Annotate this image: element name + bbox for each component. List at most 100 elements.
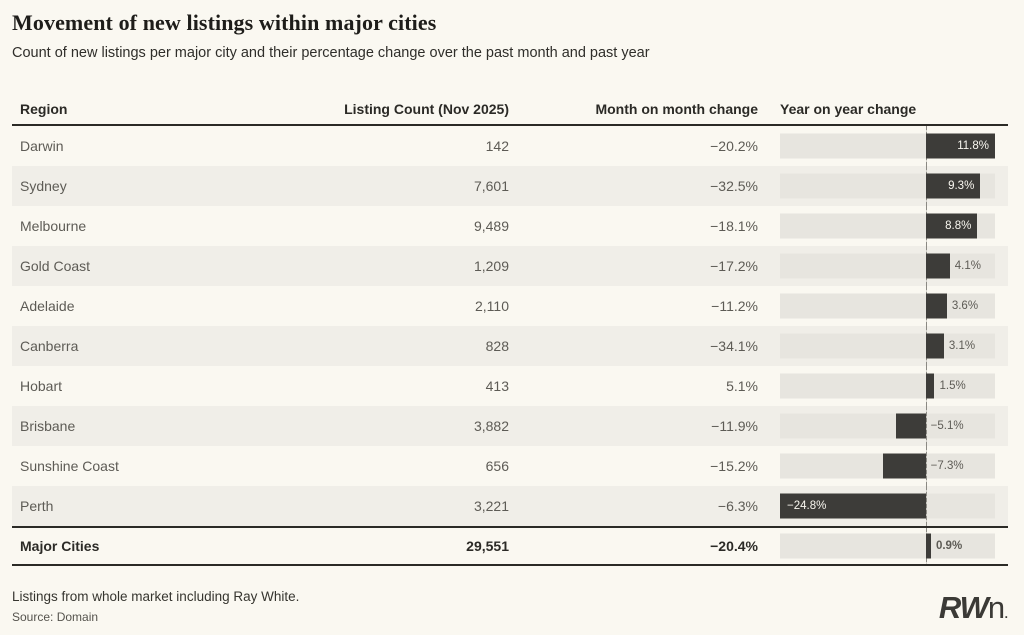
listing-count-cell: 9,489	[473, 218, 509, 234]
table-row: Canberra 828 −34.1% 3.1%	[12, 326, 1008, 366]
yoy-bar-cell: −5.1%	[758, 406, 1008, 446]
table-row: Sydney 7,601 −32.5% 9.3%	[12, 166, 1008, 206]
yoy-bar-value: 1.5%	[939, 380, 966, 392]
month-change-cell: −18.1%	[710, 218, 758, 234]
yoy-bar-value: 8.8%	[945, 220, 972, 232]
month-change-cell: −11.2%	[711, 298, 758, 314]
month-change-cell: −15.2%	[710, 458, 758, 474]
yoy-bar-cell: 0.9%	[758, 528, 1008, 564]
table-rows: Darwin 142 −20.2% 11.8% Sydney 7,601 −32.5% 9.3…	[12, 126, 1008, 566]
yoy-bar	[780, 493, 926, 519]
yoy-bar-value: 3.1%	[948, 340, 976, 352]
month-change-cell: −6.3%	[717, 498, 758, 514]
table-row: Hobart 413 5.1% 1.5%	[12, 366, 1008, 406]
column-header-month-change: Month on month change	[595, 101, 758, 117]
total-row: Major Cities 29,551 −20.4% 0.9%	[12, 526, 1008, 566]
yoy-bar-cell: 3.6%	[758, 286, 1008, 326]
yoy-bar	[925, 533, 931, 559]
yoy-bar	[925, 253, 950, 279]
yoy-bar-track	[780, 533, 995, 559]
yoy-bar-value: 4.1%	[954, 260, 981, 272]
table-row: Sunshine Coast 656 −15.2% −7.3%	[12, 446, 1008, 486]
month-change-cell: −11.9%	[711, 418, 758, 434]
footnote-text: Listings from whole market including Ray…	[12, 589, 300, 604]
yoy-bar-value: 3.6%	[951, 300, 979, 312]
region-cell: Darwin	[20, 138, 64, 154]
yoy-bar-value: 0.9%	[935, 540, 963, 552]
yoy-bar	[925, 293, 947, 319]
region-cell: Hobart	[20, 378, 63, 394]
column-header-year-change: Year on year change	[780, 101, 917, 117]
footnote: Listings from whole market including Ray…	[12, 589, 1010, 624]
yoy-bar	[882, 453, 926, 479]
yoy-bar	[925, 333, 944, 359]
listing-count-cell: 656	[485, 458, 509, 474]
yoy-bar-track	[780, 293, 995, 319]
listing-count-cell: 828	[485, 338, 509, 354]
table-row: Melbourne 9,489 −18.1% 8.8%	[12, 206, 1008, 246]
table-header-row: Region Listing Count (Nov 2025) Month on…	[12, 94, 1008, 126]
yoy-bar	[925, 133, 995, 159]
table-row: Perth 3,221 −6.3% −24.8%	[12, 486, 1008, 526]
yoy-bar-value: −7.3%	[930, 460, 964, 472]
listing-count-cell: 7,601	[473, 178, 509, 194]
region-cell: Adelaide	[20, 298, 75, 314]
listing-count-cell: 142	[485, 138, 509, 154]
region-cell: Melbourne	[20, 218, 87, 234]
yoy-bar-value: 11.8%	[957, 140, 989, 152]
page-title: Movement of new listings within major ci…	[12, 10, 437, 35]
listing-count-cell: 29,551	[466, 538, 509, 554]
region-cell: Perth	[20, 498, 54, 514]
column-header-region: Region	[20, 101, 68, 117]
yoy-bar-cell: 4.1%	[758, 246, 1008, 286]
yoy-bar	[925, 373, 935, 399]
zero-axis-line	[925, 486, 927, 526]
yoy-bar-cell: 11.8%	[758, 126, 1008, 166]
listing-count-cell: 413	[485, 378, 509, 394]
yoy-bar-cell: 1.5%	[758, 366, 1008, 406]
rw-logo-rw: RW	[938, 590, 989, 625]
month-change-cell: −34.1%	[710, 338, 758, 354]
yoy-bar-cell: 9.3%	[758, 166, 1008, 206]
yoy-bar-value: 9.3%	[948, 180, 975, 192]
table-row: Darwin 142 −20.2% 11.8%	[12, 126, 1008, 166]
rw-logo-n: n	[987, 590, 1005, 625]
region-cell: Major Cities	[20, 538, 100, 554]
yoy-bar-track	[780, 253, 995, 279]
yoy-bar-track	[780, 413, 995, 439]
region-cell: Gold Coast	[20, 258, 91, 274]
month-change-cell: −17.2%	[710, 258, 758, 274]
yoy-bar-track	[780, 373, 995, 399]
yoy-bar-cell: −7.3%	[758, 446, 1008, 486]
page-subtitle: Count of new listings per major city and…	[12, 45, 650, 61]
month-change-cell: −20.4%	[710, 538, 758, 554]
listing-count-cell: 2,110	[475, 298, 509, 314]
rw-logo: RWn.	[939, 592, 1008, 623]
yoy-bar-track	[780, 333, 995, 359]
column-header-listing-count: Listing Count (Nov 2025)	[344, 101, 509, 117]
yoy-bar	[895, 413, 926, 439]
month-change-cell: −20.2%	[710, 138, 758, 154]
yoy-bar-value: −24.8%	[787, 500, 827, 512]
region-cell: Sunshine Coast	[20, 458, 119, 474]
yoy-bar-cell: 3.1%	[758, 326, 1008, 366]
zero-axis-line	[925, 446, 927, 486]
source-text: Source: Domain	[12, 610, 99, 624]
table-row: Adelaide 2,110 −11.2% 3.6%	[12, 286, 1008, 326]
listing-count-cell: 3,221	[473, 498, 509, 514]
yoy-bar	[925, 213, 978, 239]
region-cell: Canberra	[20, 338, 79, 354]
table-row: Gold Coast 1,209 −17.2% 4.1%	[12, 246, 1008, 286]
yoy-bar-value: −5.1%	[930, 420, 964, 432]
listing-count-cell: 3,882	[473, 418, 509, 434]
rw-logo-mark: .	[1004, 607, 1008, 621]
zero-axis-line	[925, 406, 927, 446]
month-change-cell: 5.1%	[726, 378, 758, 394]
listings-table: Region Listing Count (Nov 2025) Month on…	[12, 94, 1008, 566]
yoy-bar-cell: −24.8%	[758, 486, 1008, 526]
yoy-bar-cell: 8.8%	[758, 206, 1008, 246]
listing-count-cell: 1,209	[473, 258, 509, 274]
region-cell: Brisbane	[20, 418, 76, 434]
yoy-bar	[925, 173, 981, 199]
